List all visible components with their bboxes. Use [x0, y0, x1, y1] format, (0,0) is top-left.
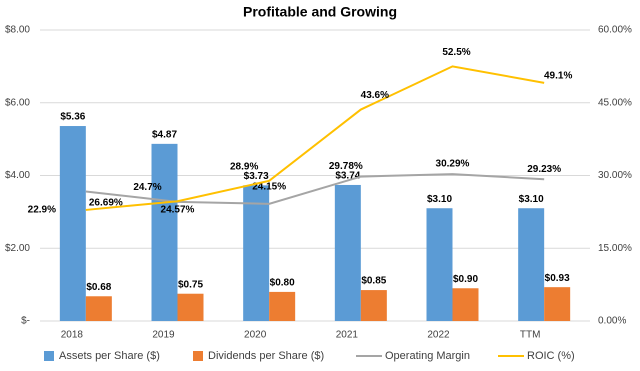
bar [452, 288, 479, 321]
bar [59, 126, 86, 321]
line [85, 65, 545, 211]
y2-tick-label: 45.00% [598, 97, 632, 108]
bar [243, 185, 270, 321]
chart-title: Profitable and Growing [243, 4, 397, 20]
value-label: 26.69% [89, 198, 123, 209]
y-tick-label: $2.00 [5, 243, 30, 254]
y-tick-label: $4.00 [5, 170, 30, 181]
value-label: 30.29% [436, 159, 470, 170]
x-tick-label: 2018 [61, 330, 84, 341]
value-label: 24.7% [133, 182, 161, 193]
x-tick-label: 2019 [152, 330, 175, 341]
legend-label: Assets per Share ($) [59, 350, 160, 362]
y-tick-label: $6.00 [5, 97, 30, 108]
value-label: $0.68 [86, 282, 111, 293]
bar [544, 287, 571, 321]
value-label: $3.10 [427, 194, 452, 205]
legend-swatch [193, 351, 203, 361]
legend-label: ROIC (%) [527, 350, 575, 362]
bar [426, 208, 453, 321]
bar [269, 291, 296, 321]
value-label: $0.80 [270, 278, 295, 289]
x-tick-label: 2022 [427, 330, 450, 341]
value-label: $0.85 [361, 276, 386, 287]
y2-tick-label: 0.00% [598, 316, 626, 327]
bar [518, 208, 545, 321]
bar [360, 290, 387, 321]
y-tick-label: $8.00 [5, 25, 30, 36]
bar [85, 296, 112, 321]
value-label: $3.73 [244, 171, 269, 182]
value-label: $0.93 [545, 273, 570, 284]
value-label: $3.10 [519, 194, 544, 205]
value-label: 24.15% [252, 182, 286, 193]
bar [177, 293, 204, 321]
y-tick-label: $- [21, 316, 30, 327]
value-label: 22.9% [28, 205, 56, 216]
x-tick-label: 2021 [336, 330, 359, 341]
x-tick-label: 2020 [244, 330, 267, 341]
value-label: 24.57% [161, 205, 195, 216]
value-label: 29.23% [527, 164, 561, 175]
legend-label: Dividends per Share ($) [208, 350, 324, 362]
legend-swatch [44, 351, 54, 361]
x-tick-label: TTM [520, 330, 541, 341]
value-label: 29.78% [329, 161, 363, 172]
value-label: $3.74 [335, 171, 360, 182]
bar [151, 143, 178, 321]
value-label: $5.36 [60, 112, 85, 123]
value-label: 52.5% [442, 47, 470, 58]
y2-tick-label: 30.00% [598, 170, 632, 181]
y2-tick-label: 15.00% [598, 243, 632, 254]
value-label: $4.87 [152, 129, 177, 140]
bar [334, 184, 361, 321]
value-label: 49.1% [544, 71, 572, 82]
value-label: 43.6% [361, 90, 389, 101]
value-label: 28.9% [230, 161, 258, 172]
value-label: $0.75 [178, 279, 203, 290]
value-label: $0.90 [453, 274, 478, 285]
legend-label: Operating Margin [385, 350, 470, 362]
y2-tick-label: 60.00% [598, 25, 632, 36]
line [85, 173, 545, 205]
